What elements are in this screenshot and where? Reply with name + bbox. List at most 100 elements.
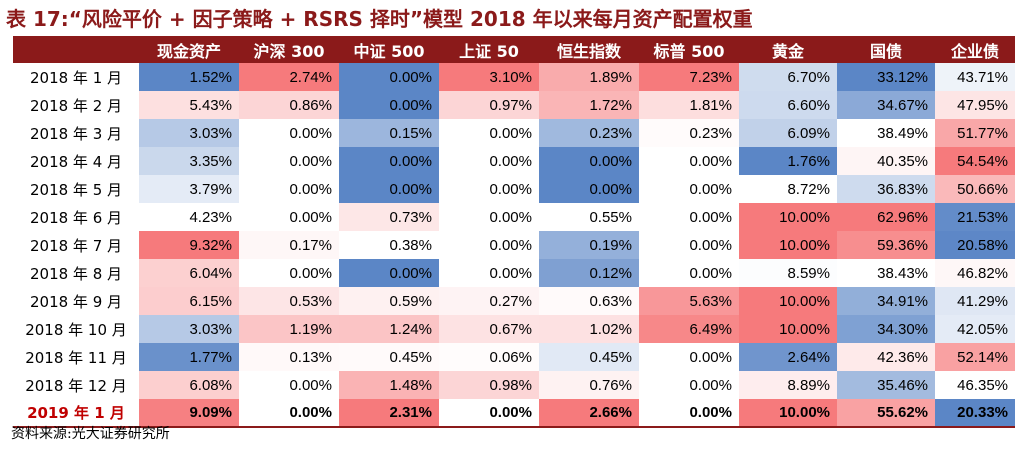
- cell-gold: 10.00%: [739, 231, 837, 259]
- cell-treasury: 35.46%: [837, 371, 935, 399]
- cell-sse50: 0.00%: [439, 119, 539, 147]
- cell-treasury: 42.36%: [837, 343, 935, 371]
- cell-sp500: 0.00%: [639, 175, 739, 203]
- cell-cash: 5.43%: [139, 91, 239, 119]
- header-treasury: 国债: [837, 36, 935, 63]
- cell-sse50: 0.00%: [439, 231, 539, 259]
- cell-cash: 9.09%: [139, 399, 239, 428]
- cell-cash: 1.52%: [139, 63, 239, 91]
- cell-csi500: 0.00%: [339, 259, 439, 287]
- cell-sse50: 0.27%: [439, 287, 539, 315]
- allocation-table: 现金资产 沪深 300 中证 500 上证 50 恒生指数 标普 500 黄金 …: [13, 36, 1015, 428]
- cell-sse50: 0.00%: [439, 203, 539, 231]
- table-row: 2018 年 1 月 1.52% 2.74% 0.00% 3.10% 1.89% 7.23%…: [13, 63, 1015, 91]
- cell-csi500: 0.00%: [339, 147, 439, 175]
- cell-csi500: 0.38%: [339, 231, 439, 259]
- cell-corp-bond: 43.71%: [935, 63, 1015, 91]
- cell-sp500: 6.49%: [639, 315, 739, 343]
- cell-treasury: 62.96%: [837, 203, 935, 231]
- cell-corp-bond: 42.05%: [935, 315, 1015, 343]
- table-row: 2018 年 7 月 9.32% 0.17% 0.38% 0.00% 0.19% 0.00%…: [13, 231, 1015, 259]
- cell-gold: 6.70%: [739, 63, 837, 91]
- cell-treasury: 34.91%: [837, 287, 935, 315]
- table-row: 2018 年 12 月 6.08% 0.00% 1.48% 0.98% 0.76% 0.00…: [13, 371, 1015, 399]
- cell-sp500: 0.00%: [639, 371, 739, 399]
- row-label: 2018 年 3 月: [13, 119, 139, 147]
- table-row: 2018 年 10 月 3.03% 1.19% 1.24% 0.67% 1.02% 6.49…: [13, 315, 1015, 343]
- cell-gold: 6.09%: [739, 119, 837, 147]
- cell-treasury: 38.43%: [837, 259, 935, 287]
- header-corp-bond: 企业债: [935, 36, 1015, 63]
- cell-treasury: 36.83%: [837, 175, 935, 203]
- cell-corp-bond: 51.77%: [935, 119, 1015, 147]
- cell-corp-bond: 41.29%: [935, 287, 1015, 315]
- cell-gold: 10.00%: [739, 315, 837, 343]
- table-row: 2018 年 9 月 6.15% 0.53% 0.59% 0.27% 0.63% 5.63%…: [13, 287, 1015, 315]
- cell-csi500: 1.24%: [339, 315, 439, 343]
- cell-gold: 10.00%: [739, 203, 837, 231]
- cell-sse50: 0.67%: [439, 315, 539, 343]
- cell-csi500: 0.00%: [339, 91, 439, 119]
- cell-corp-bond: 21.53%: [935, 203, 1015, 231]
- cell-treasury: 40.35%: [837, 147, 935, 175]
- cell-hs300: 2.74%: [239, 63, 339, 91]
- cell-hang-seng: 0.19%: [539, 231, 639, 259]
- cell-cash: 6.08%: [139, 371, 239, 399]
- cell-hs300: 0.00%: [239, 147, 339, 175]
- cell-sse50: 0.00%: [439, 259, 539, 287]
- cell-cash: 6.04%: [139, 259, 239, 287]
- row-label: 2018 年 4 月: [13, 147, 139, 175]
- cell-sse50: 0.00%: [439, 175, 539, 203]
- cell-cash: 6.15%: [139, 287, 239, 315]
- cell-hs300: 0.53%: [239, 287, 339, 315]
- cell-sse50: 0.00%: [439, 147, 539, 175]
- cell-gold: 8.72%: [739, 175, 837, 203]
- cell-gold: 8.59%: [739, 259, 837, 287]
- cell-gold: 10.00%: [739, 287, 837, 315]
- cell-hs300: 0.17%: [239, 231, 339, 259]
- cell-corp-bond: 54.54%: [935, 147, 1015, 175]
- cell-hang-seng: 0.45%: [539, 343, 639, 371]
- cell-sse50: 0.97%: [439, 91, 539, 119]
- header-cash: 现金资产: [139, 36, 239, 63]
- cell-hs300: 0.00%: [239, 119, 339, 147]
- cell-gold: 2.64%: [739, 343, 837, 371]
- header-sse50: 上证 50: [439, 36, 539, 63]
- cell-csi500: 0.00%: [339, 175, 439, 203]
- cell-corp-bond: 20.58%: [935, 231, 1015, 259]
- cell-hs300: 0.00%: [239, 203, 339, 231]
- cell-sp500: 7.23%: [639, 63, 739, 91]
- row-label: 2018 年 8 月: [13, 259, 139, 287]
- cell-corp-bond: 46.35%: [935, 371, 1015, 399]
- row-label: 2018 年 11 月: [13, 343, 139, 371]
- header-hs300: 沪深 300: [239, 36, 339, 63]
- cell-corp-bond: 50.66%: [935, 175, 1015, 203]
- cell-treasury: 33.12%: [837, 63, 935, 91]
- cell-csi500: 0.15%: [339, 119, 439, 147]
- table-row: 2018 年 6 月 4.23% 0.00% 0.73% 0.00% 0.55% 0.00%…: [13, 203, 1015, 231]
- header-hang-seng: 恒生指数: [539, 36, 639, 63]
- cell-treasury: 55.62%: [837, 399, 935, 428]
- cell-hang-seng: 0.63%: [539, 287, 639, 315]
- cell-sse50: 0.00%: [439, 399, 539, 428]
- cell-hang-seng: 0.23%: [539, 119, 639, 147]
- cell-gold: 6.60%: [739, 91, 837, 119]
- cell-corp-bond: 47.95%: [935, 91, 1015, 119]
- header-sp500: 标普 500: [639, 36, 739, 63]
- cell-cash: 9.32%: [139, 231, 239, 259]
- cell-cash: 3.03%: [139, 119, 239, 147]
- cell-corp-bond: 20.33%: [935, 399, 1015, 428]
- table-row: 2018 年 4 月 3.35% 0.00% 0.00% 0.00% 0.00% 0.00%…: [13, 147, 1015, 175]
- cell-sp500: 5.63%: [639, 287, 739, 315]
- cell-hs300: 0.00%: [239, 371, 339, 399]
- cell-gold: 1.76%: [739, 147, 837, 175]
- cell-hs300: 0.00%: [239, 175, 339, 203]
- cell-hang-seng: 0.55%: [539, 203, 639, 231]
- cell-sp500: 0.00%: [639, 147, 739, 175]
- cell-sp500: 0.00%: [639, 343, 739, 371]
- cell-csi500: 0.00%: [339, 63, 439, 91]
- header-row: 现金资产 沪深 300 中证 500 上证 50 恒生指数 标普 500 黄金 …: [13, 36, 1015, 63]
- cell-sp500: 0.00%: [639, 203, 739, 231]
- cell-csi500: 0.59%: [339, 287, 439, 315]
- cell-hang-seng: 0.00%: [539, 175, 639, 203]
